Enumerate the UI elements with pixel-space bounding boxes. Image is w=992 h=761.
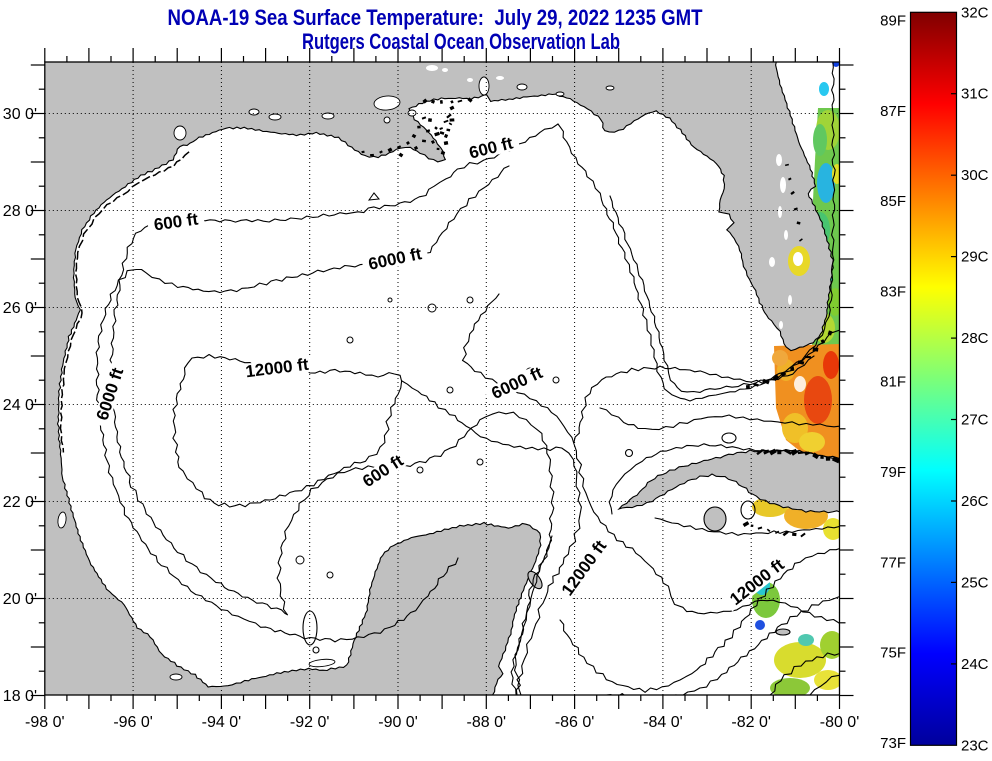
svg-text:-98 0': -98 0'	[25, 714, 65, 731]
svg-text:25C: 25C	[961, 574, 989, 591]
svg-text:-88 0': -88 0'	[467, 714, 507, 731]
svg-text:83F: 83F	[880, 283, 906, 300]
svg-text:73F: 73F	[880, 735, 906, 752]
svg-text:24 0': 24 0'	[3, 397, 37, 414]
svg-text:20 0': 20 0'	[3, 591, 37, 608]
svg-text:75F: 75F	[880, 645, 906, 662]
svg-text:30C: 30C	[961, 167, 989, 184]
svg-text:-82 0': -82 0'	[731, 714, 771, 731]
svg-text:29C: 29C	[961, 249, 989, 266]
svg-text:27C: 27C	[961, 412, 989, 429]
svg-text:79F: 79F	[880, 464, 906, 481]
svg-text:26C: 26C	[961, 493, 989, 510]
svg-text:Rutgers Coastal Ocean Observat: Rutgers Coastal Ocean Observation Lab	[302, 29, 620, 54]
svg-text:24C: 24C	[961, 656, 989, 673]
svg-text:30 0': 30 0'	[3, 106, 37, 123]
svg-text:85F: 85F	[880, 193, 906, 210]
svg-text:26 0': 26 0'	[3, 300, 37, 317]
svg-text:-80 0': -80 0'	[820, 714, 860, 731]
svg-text:NOAA-19 Sea Surface Temperatur: NOAA-19 Sea Surface Temperature: July 29…	[168, 5, 703, 30]
svg-text:89F: 89F	[880, 13, 906, 30]
svg-text:-96 0': -96 0'	[113, 714, 153, 731]
svg-text:81F: 81F	[880, 374, 906, 391]
svg-text:77F: 77F	[880, 554, 906, 571]
svg-text:87F: 87F	[880, 103, 906, 120]
svg-text:32C: 32C	[961, 4, 989, 21]
svg-text:18 0': 18 0'	[3, 688, 37, 705]
svg-text:-84 0': -84 0'	[643, 714, 683, 731]
svg-text:-92 0': -92 0'	[290, 714, 330, 731]
svg-text:-94 0': -94 0'	[202, 714, 242, 731]
svg-text:-86 0': -86 0'	[555, 714, 595, 731]
svg-text:22 0': 22 0'	[3, 494, 37, 511]
svg-text:28 0': 28 0'	[3, 203, 37, 220]
svg-text:31C: 31C	[961, 86, 989, 103]
svg-text:23C: 23C	[961, 737, 989, 754]
svg-text:28C: 28C	[961, 330, 989, 347]
svg-text:-90 0': -90 0'	[378, 714, 418, 731]
